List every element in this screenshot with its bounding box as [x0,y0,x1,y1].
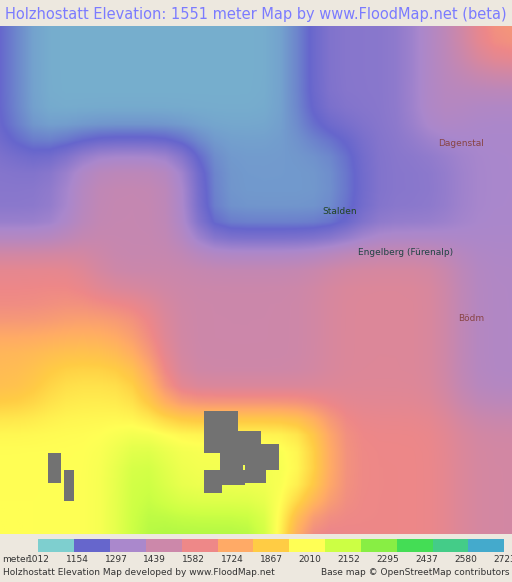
Bar [38,539,74,552]
Text: 1724: 1724 [221,555,244,565]
Text: meter: meter [3,555,30,565]
Text: 2723: 2723 [493,555,512,565]
Text: 2010: 2010 [298,555,322,565]
Text: Holzhostatt Elevation: 1551 meter Map by www.FloodMap.net (beta): Holzhostatt Elevation: 1551 meter Map by… [5,7,507,22]
Text: 1297: 1297 [104,555,127,565]
Text: 1439: 1439 [143,555,166,565]
Text: Stalden: Stalden [323,207,357,216]
Text: 1012: 1012 [27,555,50,565]
Text: 1154: 1154 [66,555,89,565]
Text: Base map © OpenStreetMap contributors: Base map © OpenStreetMap contributors [321,569,509,577]
Bar [253,539,289,552]
Bar [74,539,110,552]
Text: 2437: 2437 [415,555,438,565]
Bar [289,539,325,552]
Bar [468,539,504,552]
Text: 2295: 2295 [376,555,399,565]
Text: Bödm: Bödm [458,314,484,323]
Bar [218,539,253,552]
Bar [433,539,468,552]
Bar [182,539,218,552]
Bar [110,539,146,552]
Text: Holzhostatt Elevation Map developed by www.FloodMap.net: Holzhostatt Elevation Map developed by w… [3,569,274,577]
Bar [397,539,433,552]
Bar [361,539,397,552]
Text: 1582: 1582 [182,555,205,565]
Bar [325,539,361,552]
Text: 2580: 2580 [454,555,477,565]
Text: Dagenstal: Dagenstal [438,139,484,148]
Bar [146,539,182,552]
Text: Engelberg (Fürenalp): Engelberg (Fürenalp) [358,248,454,257]
Text: 1867: 1867 [260,555,283,565]
Text: 2152: 2152 [337,555,360,565]
